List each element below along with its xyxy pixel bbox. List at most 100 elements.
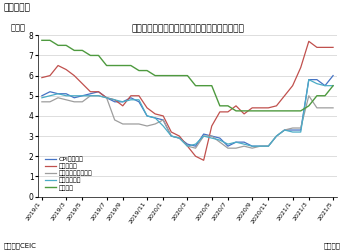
財価格（食料除く）: [307, 94, 311, 97]
サービス価格: [145, 114, 149, 117]
CPI総合指数: [72, 96, 76, 99]
サービス価格: [210, 137, 214, 140]
サービス価格: [331, 84, 335, 87]
サービス価格: [315, 82, 319, 85]
政策金利: [105, 64, 109, 67]
CPI総合指数: [48, 90, 52, 93]
財価格（食料除く）: [234, 147, 238, 150]
食料品価格: [153, 112, 157, 115]
財価格（食料除く）: [121, 122, 125, 125]
サービス価格: [275, 135, 279, 138]
CPI総合指数: [266, 145, 270, 148]
食料品価格: [105, 96, 109, 99]
食料品価格: [323, 46, 327, 49]
財価格（食料除く）: [202, 135, 206, 138]
食料品価格: [234, 104, 238, 107]
Text: （図表６）: （図表６）: [3, 4, 30, 13]
サービス価格: [218, 139, 222, 142]
食料品価格: [266, 106, 270, 109]
食料品価格: [96, 90, 100, 93]
Line: 政策金利: 政策金利: [42, 40, 333, 111]
財価格（食料除く）: [299, 127, 303, 130]
政策金利: [242, 109, 246, 112]
食料品価格: [258, 106, 262, 109]
CPI総合指数: [218, 137, 222, 140]
CPI総合指数: [331, 74, 335, 77]
政策金利: [202, 84, 206, 87]
CPI総合指数: [282, 129, 287, 132]
食料品価格: [202, 159, 206, 162]
食料品価格: [169, 131, 173, 134]
食料品価格: [282, 94, 287, 97]
サービス価格: [307, 78, 311, 81]
食料品価格: [112, 98, 117, 101]
サービス価格: [323, 84, 327, 87]
政策金利: [234, 109, 238, 112]
財価格（食料除く）: [48, 100, 52, 103]
CPI総合指数: [40, 94, 44, 97]
CPI総合指数: [315, 78, 319, 81]
CPI総合指数: [250, 145, 254, 148]
サービス価格: [153, 116, 157, 119]
CPI総合指数: [258, 145, 262, 148]
政策金利: [177, 74, 181, 77]
Title: ロシアの消費者物価（前年同月比）と政策金利: ロシアの消費者物価（前年同月比）と政策金利: [131, 24, 244, 33]
財価格（食料除く）: [226, 147, 230, 150]
CPI総合指数: [185, 143, 190, 146]
政策金利: [226, 104, 230, 107]
食料品価格: [275, 104, 279, 107]
食料品価格: [291, 84, 295, 87]
政策金利: [266, 109, 270, 112]
食料品価格: [40, 76, 44, 79]
財価格（食料除く）: [169, 135, 173, 138]
政策金利: [323, 94, 327, 97]
食料品価格: [80, 82, 84, 85]
サービス価格: [299, 131, 303, 134]
食料品価格: [218, 110, 222, 113]
CPI総合指数: [112, 100, 117, 103]
サービス価格: [266, 145, 270, 148]
食料品価格: [72, 74, 76, 77]
サービス価格: [250, 145, 254, 148]
政策金利: [299, 109, 303, 112]
CPI総合指数: [242, 141, 246, 144]
サービス価格: [56, 92, 60, 95]
サービス価格: [226, 143, 230, 146]
CPI総合指数: [96, 90, 100, 93]
政策金利: [307, 104, 311, 107]
CPI総合指数: [145, 114, 149, 117]
食料品価格: [250, 106, 254, 109]
サービス価格: [169, 135, 173, 138]
政策金利: [40, 39, 44, 42]
サービス価格: [242, 143, 246, 146]
食料品価格: [48, 74, 52, 77]
財価格（食料除く）: [210, 135, 214, 138]
政策金利: [56, 44, 60, 47]
食料品価格: [161, 114, 165, 117]
政策金利: [121, 64, 125, 67]
食料品価格: [88, 90, 93, 93]
政策金利: [282, 109, 287, 112]
CPI総合指数: [80, 94, 84, 97]
サービス価格: [72, 94, 76, 97]
財価格（食料除く）: [129, 122, 133, 125]
食料品価格: [121, 104, 125, 107]
Line: 食料品価格: 食料品価格: [42, 41, 333, 160]
CPI総合指数: [105, 96, 109, 99]
サービス価格: [88, 94, 93, 97]
財価格（食料除く）: [275, 135, 279, 138]
CPI総合指数: [323, 84, 327, 87]
サービス価格: [194, 143, 198, 146]
CPI総合指数: [56, 92, 60, 95]
Line: サービス価格: サービス価格: [42, 80, 333, 146]
政策金利: [112, 64, 117, 67]
サービス価格: [129, 98, 133, 101]
CPI総合指数: [88, 92, 93, 95]
財価格（食料除く）: [56, 96, 60, 99]
サービス価格: [291, 131, 295, 134]
食料品価格: [242, 112, 246, 115]
財価格（食料除く）: [88, 94, 93, 97]
サービス価格: [282, 129, 287, 132]
政策金利: [169, 74, 173, 77]
政策金利: [48, 39, 52, 42]
